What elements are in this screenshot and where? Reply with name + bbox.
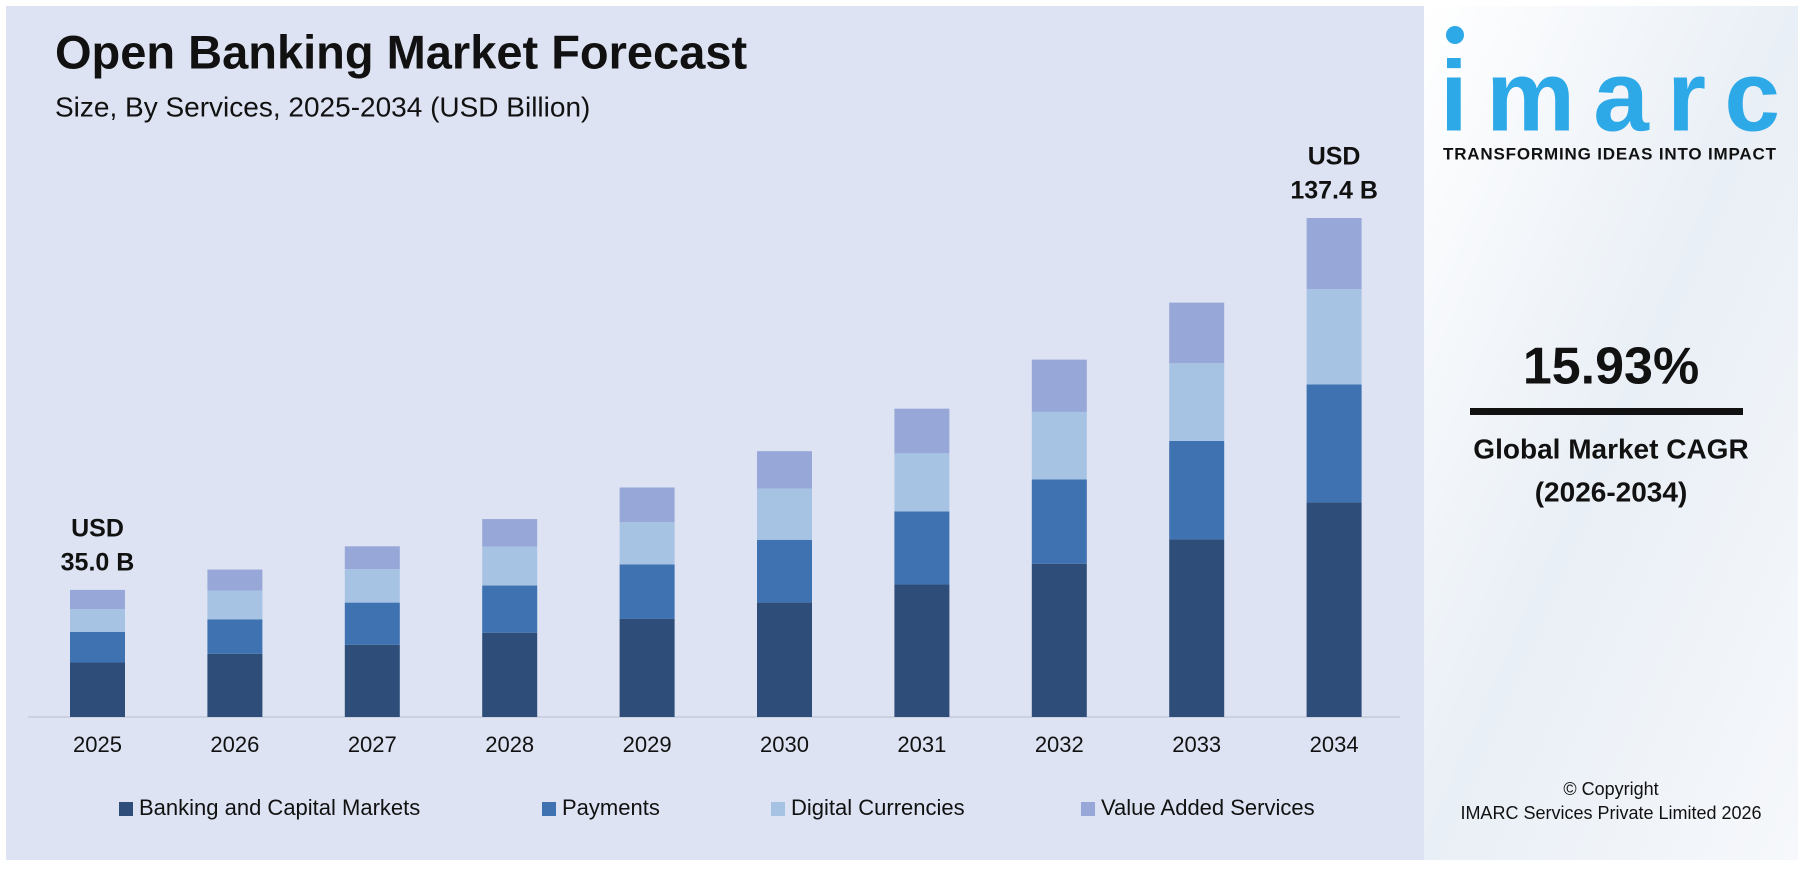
- bar-segment: [482, 546, 538, 586]
- bar-segment: [70, 589, 125, 610]
- bar-segment: [1169, 539, 1225, 717]
- bar-segment: [619, 618, 675, 717]
- x-tick-label: 2025: [73, 732, 122, 757]
- copyright: © Copyright: [1563, 779, 1658, 799]
- legend-swatch: [771, 802, 785, 816]
- bar-segment: [207, 653, 263, 717]
- chart-subtitle: Size, By Services, 2025-2034 (USD Billio…: [55, 91, 590, 122]
- legend-label: Digital Currencies: [791, 795, 965, 820]
- bar-segment: [757, 602, 812, 717]
- bar-segment: [894, 511, 950, 585]
- total-label: 35.0 B: [61, 548, 135, 576]
- bar-segment: [757, 488, 812, 540]
- bar-segment: [207, 619, 263, 654]
- legend-swatch: [1081, 802, 1095, 816]
- bar-segment: [1031, 563, 1087, 717]
- legend-label: Payments: [562, 795, 660, 820]
- bar-segment: [1306, 218, 1362, 290]
- x-tick-label: 2031: [897, 732, 946, 757]
- cagr-rule: [1470, 408, 1743, 415]
- total-label: USD: [1308, 143, 1361, 171]
- bar-segment: [344, 644, 400, 717]
- logo: imarc: [1440, 40, 1780, 152]
- legend-swatch: [542, 802, 556, 816]
- copyright-owner: IMARC Services Private Limited 2026: [1460, 803, 1761, 823]
- x-tick-label: 2033: [1172, 732, 1221, 757]
- bar-segment: [619, 487, 675, 522]
- total-label: 137.4 B: [1290, 177, 1378, 205]
- bar-segment: [757, 451, 812, 489]
- x-tick-label: 2028: [485, 732, 534, 757]
- x-tick-label: 2032: [1035, 732, 1084, 757]
- legend-label: Banking and Capital Markets: [139, 795, 420, 820]
- bar-segment: [207, 590, 263, 620]
- bar-segment: [344, 546, 400, 570]
- bar-segment: [1031, 411, 1087, 480]
- bar-segment: [1306, 289, 1362, 385]
- bar-segment: [1031, 479, 1087, 564]
- cagr-label: Global Market CAGR: [1473, 433, 1748, 464]
- x-tick-label: 2029: [623, 732, 672, 757]
- bar-segment: [70, 632, 125, 663]
- x-tick-label: 2034: [1310, 732, 1359, 757]
- legend-swatch: [119, 802, 133, 816]
- bar-segment: [1169, 440, 1225, 540]
- tagline: TRANSFORMING IDEAS INTO IMPACT: [1443, 144, 1777, 163]
- cagr-value: 15.93%: [1523, 338, 1699, 396]
- bar-segment: [482, 585, 538, 633]
- bar-segment: [1306, 502, 1362, 717]
- bar-segment: [757, 539, 812, 603]
- bar-segment: [1031, 359, 1087, 412]
- bar-segment: [894, 584, 950, 717]
- bar-segment: [1169, 302, 1225, 364]
- chart-title: Open Banking Market Forecast: [55, 25, 747, 78]
- total-label: USD: [71, 514, 124, 542]
- bar-segment: [1169, 363, 1225, 441]
- bar-segment: [344, 602, 400, 645]
- bar-segment: [1306, 384, 1362, 503]
- x-tick-label: 2030: [760, 732, 809, 757]
- x-tick-label: 2027: [348, 732, 397, 757]
- bar-segment: [482, 519, 538, 547]
- logo-dot: [1446, 26, 1464, 44]
- bar-segment: [344, 569, 400, 603]
- bar-segment: [207, 569, 263, 591]
- side-panel: [1424, 6, 1798, 860]
- x-tick-label: 2026: [210, 732, 259, 757]
- bar-segment: [482, 632, 538, 717]
- legend-label: Value Added Services: [1101, 795, 1315, 820]
- bar-segment: [619, 521, 675, 565]
- bar-segment: [894, 408, 950, 454]
- bar-segment: [619, 564, 675, 619]
- bar-segment: [894, 453, 950, 512]
- cagr-period: (2026-2034): [1535, 476, 1688, 507]
- bar-segment: [70, 609, 125, 633]
- bar-segment: [70, 662, 125, 717]
